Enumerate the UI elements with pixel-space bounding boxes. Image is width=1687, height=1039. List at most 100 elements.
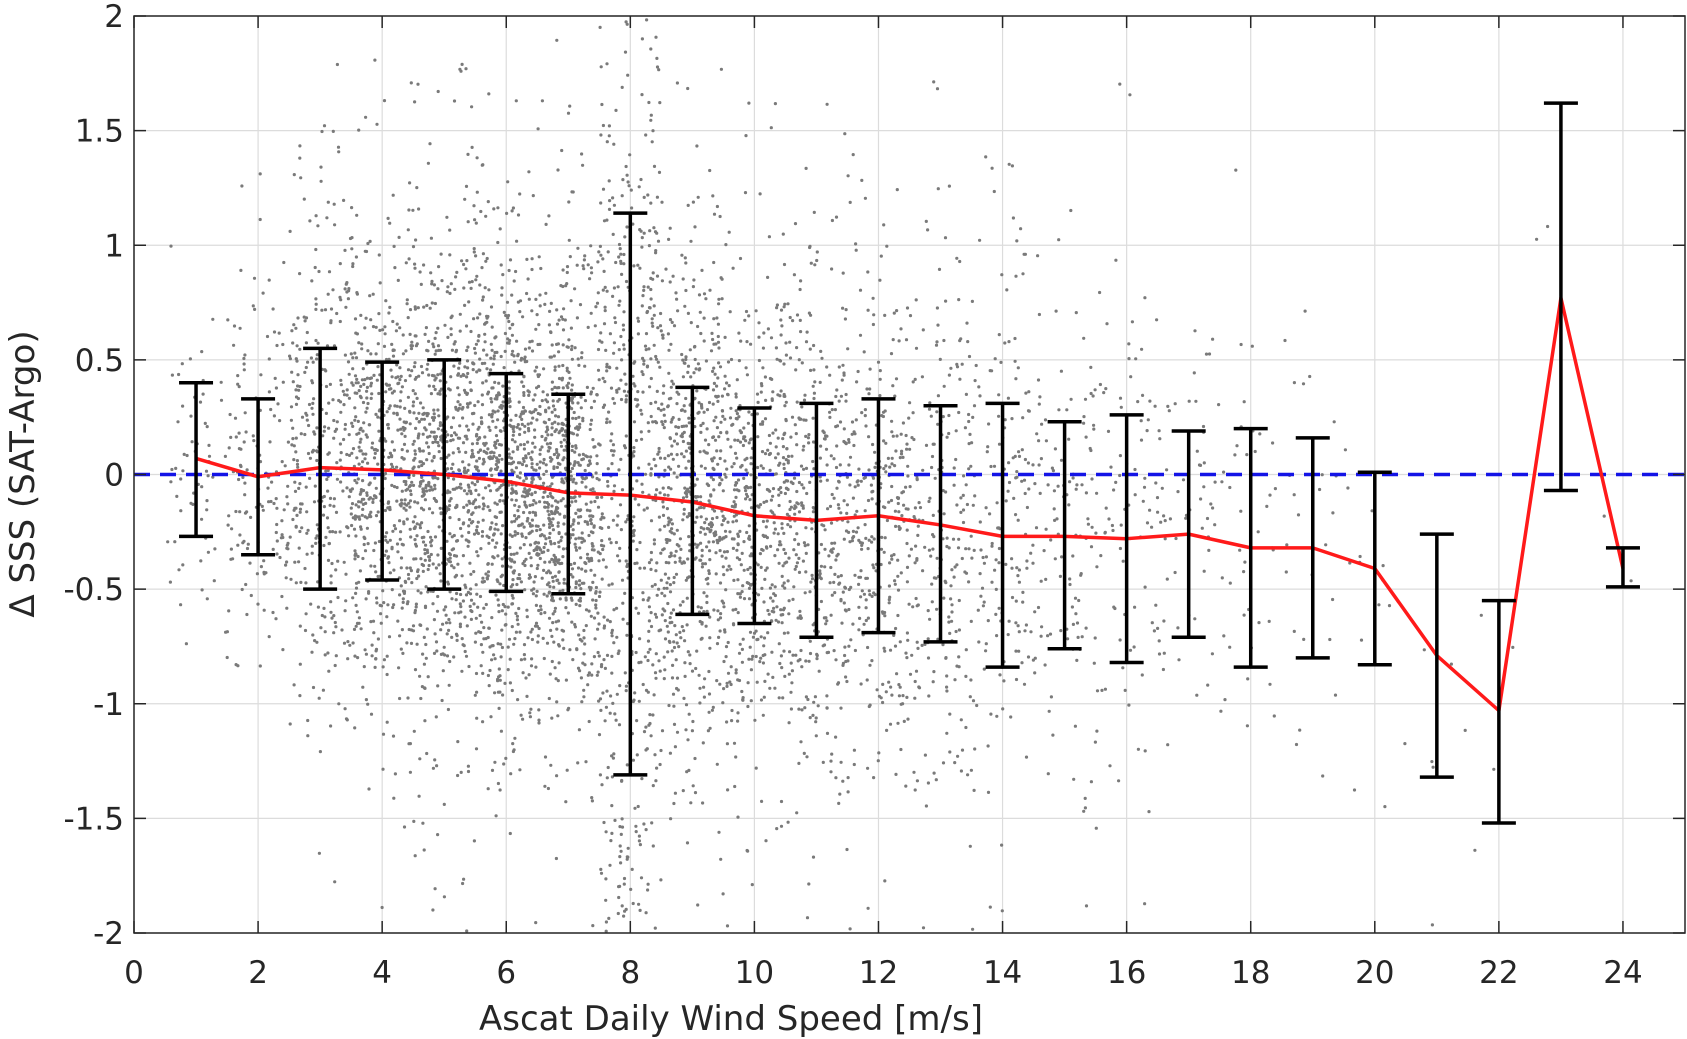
scatter-point (616, 554, 620, 558)
scatter-point (232, 324, 237, 328)
scatter-point (373, 564, 377, 568)
scatter-point (649, 357, 653, 361)
scatter-point (459, 605, 463, 609)
scatter-point (805, 491, 809, 496)
scatter-point (413, 668, 418, 672)
scatter-point (246, 542, 250, 546)
scatter-point (556, 461, 561, 465)
scatter-point (446, 467, 450, 471)
scatter-point (618, 855, 622, 859)
scatter-point (576, 521, 581, 525)
scatter-point (540, 399, 544, 403)
scatter-point (290, 443, 294, 447)
scatter-point (717, 346, 721, 350)
scatter-point (557, 581, 561, 585)
scatter-point (498, 582, 502, 586)
scatter-point (610, 462, 614, 466)
scatter-point (771, 675, 775, 680)
scatter-point (661, 500, 665, 504)
scatter-point (415, 396, 419, 400)
scatter-point (712, 260, 716, 265)
scatter-point (466, 590, 470, 595)
scatter-point (310, 279, 314, 283)
scatter-point (361, 367, 365, 371)
scatter-point (646, 421, 650, 425)
scatter-point (554, 856, 559, 861)
scatter-point (583, 399, 588, 403)
scatter-point (563, 466, 568, 470)
scatter-point (599, 543, 604, 548)
scatter-point (622, 444, 627, 448)
scatter-point (799, 279, 803, 283)
scatter-point (470, 442, 475, 446)
scatter-point (343, 422, 347, 427)
scatter-point (747, 441, 751, 445)
scatter-point (717, 297, 721, 301)
scatter-point (289, 577, 293, 581)
scatter-point (577, 536, 581, 540)
scatter-point (429, 544, 433, 548)
scatter-point (253, 307, 257, 311)
scatter-point (528, 503, 532, 507)
scatter-point (834, 465, 839, 470)
scatter-point (553, 511, 557, 516)
scatter-point (720, 277, 724, 281)
scatter-point (700, 268, 704, 272)
scatter-point (477, 334, 481, 338)
scatter-point (471, 520, 475, 524)
scatter-point (550, 596, 555, 600)
scatter-point (777, 543, 782, 547)
scatter-point (541, 495, 545, 499)
scatter-point (346, 526, 350, 530)
scatter-point (419, 696, 423, 701)
scatter-point (612, 286, 617, 290)
scatter-point (496, 240, 500, 245)
scatter-point (493, 760, 497, 764)
scatter-point (770, 583, 774, 587)
scatter-point (389, 462, 394, 466)
scatter-point (667, 371, 671, 375)
scatter-point (489, 715, 493, 719)
scatter-point (385, 654, 389, 658)
scatter-point (718, 629, 722, 633)
scatter-point (560, 477, 564, 481)
scatter-point (435, 649, 439, 653)
scatter-point (355, 292, 359, 296)
scatter-point (757, 321, 761, 325)
scatter-point (476, 450, 480, 454)
scatter-point (347, 495, 351, 499)
scatter-point (518, 427, 522, 431)
scatter-point (642, 288, 646, 292)
scatter-point (398, 696, 402, 701)
scatter-point (485, 314, 489, 318)
scatter-point (316, 224, 320, 228)
scatter-point (323, 615, 327, 619)
scatter-point (654, 251, 658, 255)
scatter-point (733, 483, 738, 487)
scatter-point (556, 679, 560, 683)
scatter-point (583, 642, 587, 646)
scatter-point (460, 534, 464, 538)
scatter-point (355, 481, 359, 485)
scatter-point (724, 556, 728, 560)
scatter-point (405, 641, 409, 645)
scatter-point (502, 310, 506, 314)
scatter-point (529, 630, 533, 634)
scatter-point (685, 596, 689, 600)
scatter-point (324, 411, 328, 415)
scatter-point (755, 392, 760, 396)
scatter-point (475, 592, 479, 596)
scatter-point (433, 535, 438, 539)
scatter-point (681, 600, 685, 604)
scatter-point (606, 484, 610, 488)
scatter-point (647, 100, 651, 105)
scatter-point (488, 457, 492, 461)
scatter-point (460, 637, 464, 641)
scatter-point (601, 691, 605, 695)
scatter-point (641, 294, 645, 298)
scatter-point (579, 676, 584, 680)
scatter-point (462, 877, 466, 881)
scatter-point (242, 368, 246, 372)
scatter-point (687, 768, 691, 773)
scatter-point (493, 527, 497, 531)
